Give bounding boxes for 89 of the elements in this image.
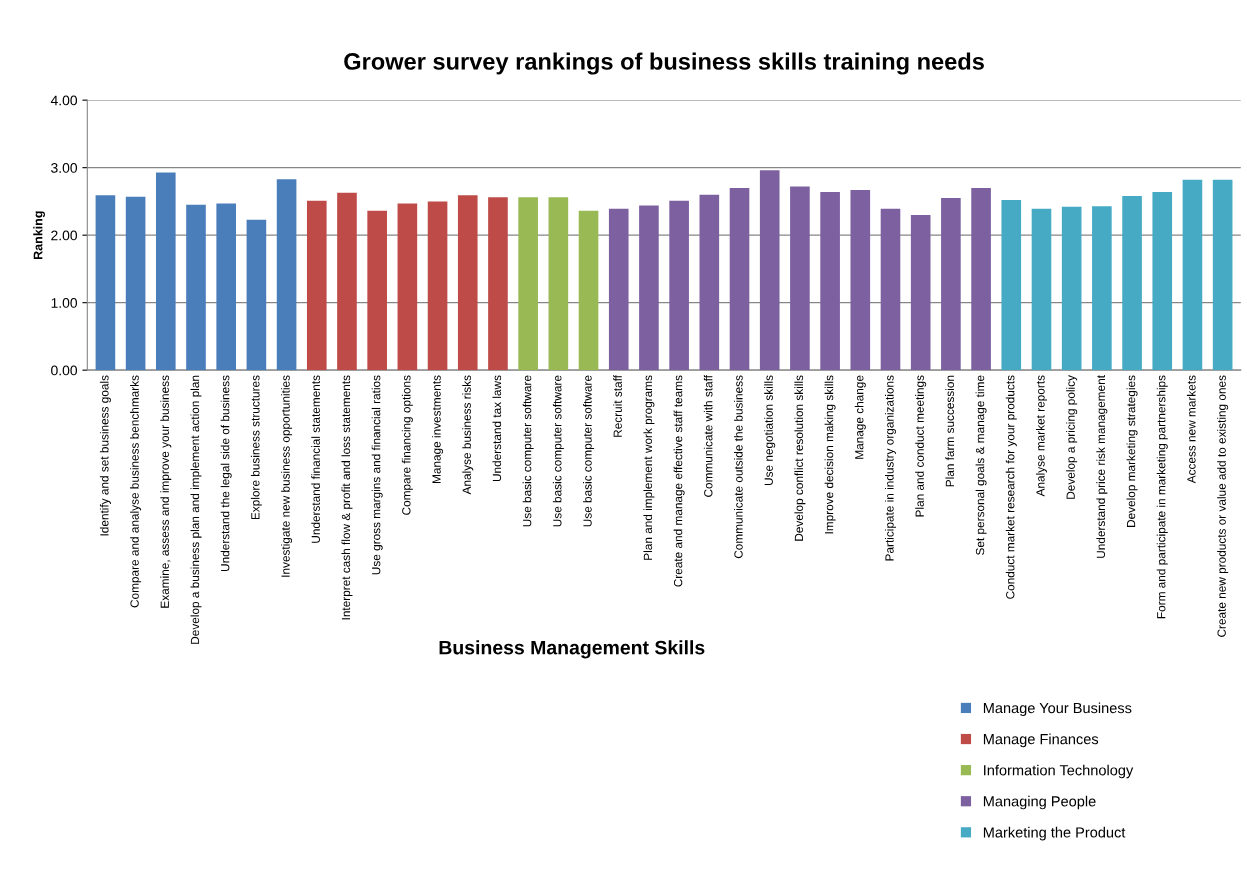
bar <box>518 197 538 371</box>
x-tick-label: Use basic computer software <box>522 375 534 527</box>
bar <box>367 210 387 371</box>
bar <box>699 194 720 371</box>
x-tick-label: Examine, assess and improve your business <box>160 375 172 608</box>
x-tick-label: Understand financial statements <box>311 375 320 543</box>
x-tick-label: Explore business structures <box>250 375 262 520</box>
x-tick-label: Form and participate in marketing partnerships <box>1156 375 1168 619</box>
x-tick-label: Create and manage effective staff teams <box>673 375 685 587</box>
bar <box>790 186 810 371</box>
x-tick-label: Set personal goals & manage time <box>975 375 987 555</box>
bar <box>397 203 418 371</box>
legend-label: Manage Your Business <box>983 702 1132 717</box>
bar <box>759 170 780 371</box>
bar <box>155 172 176 371</box>
bar <box>457 195 478 371</box>
bar <box>276 179 297 371</box>
y-tick-label: 1.00 <box>51 298 78 308</box>
x-tick-label: Plan farm succession <box>945 375 955 487</box>
legend-label: Marketing the Product <box>983 826 1126 841</box>
bar <box>337 192 357 371</box>
bar <box>1031 208 1052 371</box>
x-tick-label: Improve decision making skills <box>824 375 836 534</box>
x-tick-label: Investigate new business opportunities <box>281 375 293 577</box>
bar <box>729 187 750 371</box>
bar <box>246 219 267 371</box>
bar <box>880 208 901 371</box>
x-tick-label: Recruit staff <box>613 375 622 437</box>
bar <box>427 201 448 371</box>
bar <box>1182 179 1203 371</box>
bar <box>669 200 689 371</box>
x-tick-label: Participate in industry organizations <box>884 375 896 561</box>
bar <box>850 189 871 371</box>
x-tick-label: Understand tax laws <box>492 375 502 482</box>
x-tick-label: Manage change <box>854 375 866 459</box>
x-tick-label: Develop a business plan and implement action plan <box>190 375 202 644</box>
bar <box>820 191 840 371</box>
x-tick-label: Identify and set business goals <box>99 375 111 536</box>
x-tick-label: Use basic computer software <box>583 375 595 527</box>
y-tick-label: 0.00 <box>51 365 78 376</box>
legend-label: Manage Finances <box>983 733 1099 748</box>
x-tick-label: Use negotiation skills <box>764 375 776 486</box>
x-tick-label: Interpret cash flow & profit and loss statements <box>341 375 353 620</box>
x-tick-label: Manage investments <box>432 375 444 483</box>
bar <box>971 187 991 371</box>
x-tick-label: Communicate outside the business <box>734 375 743 559</box>
x-tick-label: Develop a pricing policy <box>1066 375 1078 499</box>
x-tick-label: Compare financing options <box>401 375 413 515</box>
legend-label: Managing People <box>983 795 1096 810</box>
y-tick-label: 2.00 <box>51 230 78 241</box>
bar <box>639 205 659 371</box>
bar <box>306 200 327 371</box>
bar <box>125 196 146 371</box>
x-tick-label: Compare and analyse business benchmarks <box>130 375 142 608</box>
x-tick-label: Use basic computer software <box>552 375 564 527</box>
bar <box>941 198 961 371</box>
bar <box>186 204 206 371</box>
bar <box>1212 179 1233 371</box>
x-tick-label: Develop conflict resolution skills <box>794 375 806 541</box>
bar <box>1092 206 1112 371</box>
chart-title: Grower survey rankings of business skills training needs <box>344 52 984 75</box>
x-tick-label: Conduct market research for your products <box>1005 375 1017 599</box>
y-tick-label: 3.00 <box>51 163 78 173</box>
x-tick-label: Analyse market reports <box>1035 375 1047 497</box>
x-tick-label: Understand the legal side of business <box>220 375 232 571</box>
y-axis-title: Ranking <box>33 211 45 259</box>
x-tick-label: Access new markets <box>1186 375 1196 484</box>
x-tick-label: Use gross margins and financial ratios <box>371 375 383 575</box>
y-tick-label: 4.00 <box>50 95 78 106</box>
x-tick-label: Plan and implement work programs <box>643 375 655 560</box>
bar <box>1001 200 1022 371</box>
bar <box>1061 206 1082 371</box>
bar <box>548 197 569 371</box>
bar <box>1152 191 1173 371</box>
x-tick-label: Plan and conduct meetings <box>915 375 927 517</box>
legend-label: Information Technology <box>984 764 1134 779</box>
bar <box>608 208 629 371</box>
x-tick-label: Develop marketing strategies <box>1126 375 1138 527</box>
bar <box>488 197 508 371</box>
bar <box>216 203 236 371</box>
x-tick-label: Analyse business risks <box>462 375 474 495</box>
x-axis-title: Business Management Skills <box>439 640 705 659</box>
bar <box>578 210 599 371</box>
x-tick-label: Understand price risk management <box>1096 375 1108 558</box>
bar <box>95 195 116 371</box>
bar <box>1122 196 1142 371</box>
x-tick-label: Create new products or value add to existing ones <box>1217 375 1229 637</box>
x-tick-label: Communicate with staff <box>703 375 713 497</box>
bar <box>910 214 931 371</box>
